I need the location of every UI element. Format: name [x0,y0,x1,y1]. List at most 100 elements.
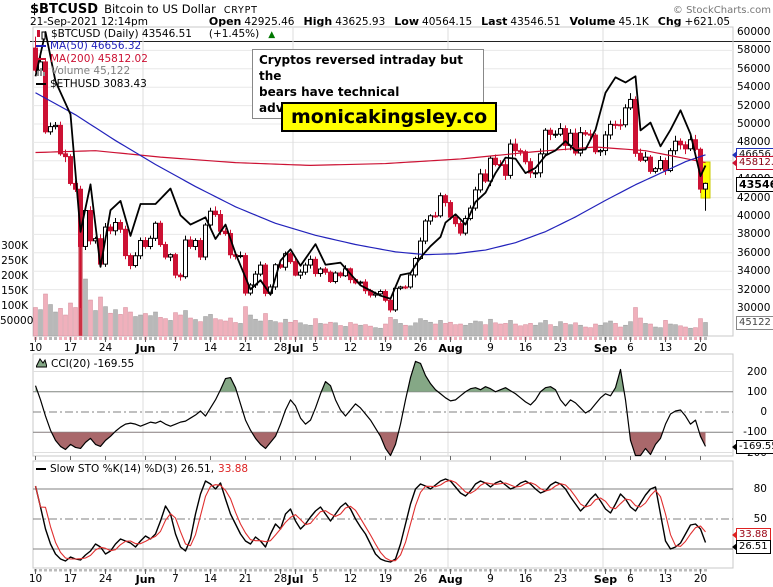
price-axis-label: 36000 [737,246,771,259]
date-label: 21 [238,342,253,354]
exchange-label: CRYPT [223,5,258,16]
date-label: Aug [438,342,463,355]
date-label: 24 [98,342,113,354]
sto-k-callout: 26.51 [732,540,771,554]
line-icon [36,468,46,470]
date-label: 10 [28,573,43,585]
date-label: Jun [135,342,156,355]
area-icon [35,357,48,371]
price-axis-label: 50000 [737,118,771,130]
price-axis-label: 54000 [737,81,771,94]
date-label: 12 [343,342,358,354]
price-axis-label: 34000 [737,265,771,278]
date-label: Sep [593,573,618,586]
quote-row: Open 42925.46 High 43625.93 Low 40564.15 Last 4… [209,15,771,40]
symbol-name: Bitcoin to US Dollar [104,2,216,16]
date-label: 14 [203,573,218,585]
date-label: 14 [203,342,218,354]
legend-row: MA(200) 45812.02 [36,53,148,65]
date-label: 28 [273,342,288,354]
legend-row: $ETHUSD 3083.43 [36,78,147,90]
date-label: 16 [518,342,533,354]
quote-value: 42925.46 [244,16,295,28]
date-label: 16 [518,573,533,585]
cci-line [34,360,707,457]
cci-axis-label: -100 [743,426,767,439]
date-label: 9 [487,573,494,585]
datetime: 21-Sep-2021 12:14pm [30,16,148,28]
price-axis-label: 48000 [737,136,771,149]
quote-value: 40564.15 [422,16,473,28]
date-label: 17 [63,342,78,354]
volume-axis-label: 50000 [0,315,34,327]
date-label: 19 [378,342,393,354]
price-axis-label: 56000 [737,62,771,75]
quote-value: 45.1K [618,16,649,28]
line-icon [36,57,46,60]
date-label: 13 [658,573,673,585]
date-label: 6 [627,573,634,585]
ma50-line [35,92,706,256]
legend-label: $ETHUSD 3083.43 [50,77,147,90]
date-label: 10 [28,342,43,354]
price-axis-label: 38000 [737,228,771,241]
quote-bar: 21-Sep-2021 12:14pm Open 42925.46 High 4362… [30,15,771,42]
quote-label: Volume [569,15,616,28]
date-label: 28 [273,573,288,585]
line-icon [36,82,46,85]
sto-legend-label: Slow STO %K(14) %D(3) 26.51, [50,463,215,475]
sto-axis-label: 80 [753,483,767,495]
volume-axis-label: 150K [1,285,28,297]
date-label: 7 [172,573,179,585]
cci-callout: -169.55 [732,440,773,454]
quote-label: Open [208,15,242,28]
date-label: 5 [312,342,319,354]
date-label: Aug [438,573,463,586]
cci-axis-label: 0 [760,406,767,418]
line-icon [36,45,46,48]
sto-k-line [34,478,707,563]
date-label: 13 [658,342,673,354]
quote-label: Last [481,15,508,28]
date-label: 19 [378,573,393,585]
ma200-line [35,146,706,166]
quote-value: 43625.93 [335,16,386,28]
price-axis-label: 60000 [737,26,771,38]
date-label: 6 [627,342,634,354]
quote-value: 43546.51 [510,16,561,28]
symbol: $BTCUSD [30,2,99,17]
sto-d-value: 33.88 [218,463,249,475]
date-label: 21 [238,573,253,585]
volume-series [33,245,708,337]
date-label: 5 [312,573,319,585]
date-label: 26 [413,573,428,585]
date-label: Jul [287,342,304,355]
date-label: 20 [693,573,708,585]
date-label: 7 [172,342,179,354]
price-axis-label: 30000 [737,302,771,314]
legend-row: Volume 45,122 [36,65,130,77]
volume-axis-label: 100K [1,300,28,312]
date-label: 24 [98,573,113,585]
sto-d-line [34,479,706,562]
quote-label: High [303,15,333,28]
date-label: 12 [343,573,358,585]
date-label: Sep [593,342,618,355]
cci-axis-label: 100 [746,385,767,398]
ethusd-line [34,31,707,300]
price-axis-label: 52000 [737,99,771,112]
sto-legend: Slow STO %K(14) %D(3) 26.51, 33.88 [36,463,248,475]
date-label: 17 [63,573,78,585]
last-price-callout: 43546.51 [736,177,773,192]
date-label: 23 [553,573,568,585]
price-axis-label: 32000 [737,283,771,296]
legend-label: MA(50) 46656.32 [50,40,142,53]
volume-axis-label: 250K [1,255,28,267]
quote-label: Low [394,15,420,28]
cci-legend: CCI(20) -169.55 [35,357,134,371]
legend-label: Volume 45,122 [51,65,131,78]
date-label: Jun [135,573,156,586]
date-label: 9 [487,342,494,354]
